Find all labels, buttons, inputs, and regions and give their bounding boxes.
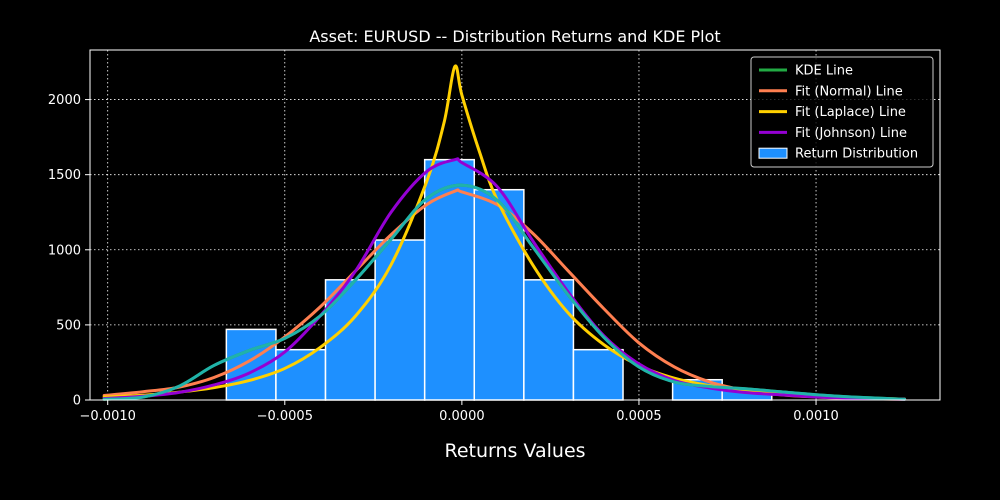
legend-label-fit-johnson-line: Fit (Johnson) Line bbox=[795, 126, 907, 141]
histogram-bar bbox=[572, 348, 624, 401]
y-tick-label: 0 bbox=[73, 394, 81, 409]
fit-laplace-line-curve bbox=[102, 64, 907, 401]
histogram-bar bbox=[374, 239, 426, 401]
histogram-bars bbox=[225, 158, 773, 401]
x-axis-label: Returns Values bbox=[444, 440, 585, 462]
y-tick-label: 1000 bbox=[48, 243, 81, 258]
legend-label-fit-normal-line: Fit (Normal) Line bbox=[795, 84, 903, 99]
y-tick-label: 2000 bbox=[48, 93, 81, 108]
x-tick-label: 0.0010 bbox=[793, 409, 839, 424]
x-axis-ticks: −0.0010 −0.0005 0.0000 0.0005 0.0010 bbox=[80, 400, 839, 424]
plot-frame bbox=[89, 49, 941, 401]
fit-johnson-line-curve bbox=[102, 157, 907, 401]
histogram-bar bbox=[324, 279, 376, 401]
fit-lines bbox=[102, 64, 907, 401]
legend-label-kde-line: KDE Line bbox=[795, 64, 853, 79]
y-axis-ticks: 0 500 1000 1500 2000 bbox=[48, 93, 90, 409]
legend-swatch-return-distribution bbox=[758, 147, 788, 159]
legend: KDE Line Fit (Normal) Line Fit (Laplace) L… bbox=[750, 56, 934, 168]
x-tick-label: −0.0010 bbox=[80, 409, 136, 424]
x-tick-label: −0.0005 bbox=[257, 409, 313, 424]
y-tick-label: 1500 bbox=[48, 168, 81, 183]
legend-label-return-distribution: Return Distribution bbox=[795, 147, 918, 162]
y-tick-label: 500 bbox=[56, 318, 81, 333]
x-tick-label: 0.0000 bbox=[439, 409, 485, 424]
x-tick-label: 0.0005 bbox=[616, 409, 662, 424]
histogram-bar bbox=[275, 348, 327, 401]
legend-box bbox=[750, 56, 934, 168]
histogram-bar bbox=[523, 279, 575, 401]
legend-label-fit-laplace-line: Fit (Laplace) Line bbox=[795, 105, 906, 120]
overlay-kde-curve bbox=[102, 183, 907, 401]
chart-title: Asset: EURUSD -- Distribution Returns an… bbox=[309, 27, 720, 46]
